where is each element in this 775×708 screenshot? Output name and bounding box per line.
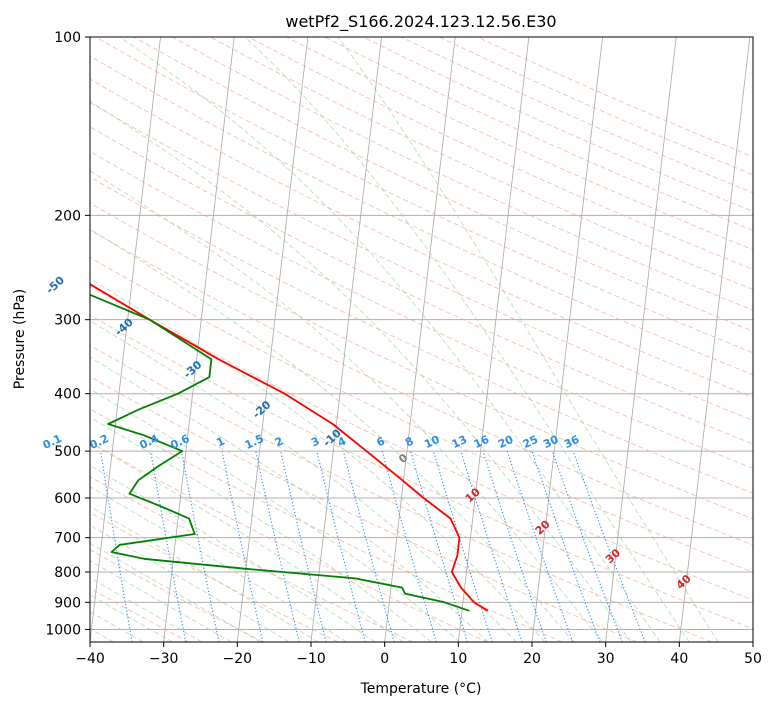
x-tick-label: −20 (223, 651, 253, 667)
moist-adiabat (90, 442, 404, 642)
mixing-ratio-label: 30 (541, 433, 561, 451)
isotherm--30 (163, 37, 235, 642)
dry-adiabat (90, 408, 563, 642)
x-tick-label: −40 (75, 651, 105, 667)
x-tick-label: 50 (744, 651, 762, 667)
x-tick-label: −10 (296, 651, 326, 667)
y-axis-label: Pressure (hPa) (12, 289, 28, 389)
x-axis-label: Temperature (°C) (360, 681, 482, 697)
dry-adiabat (90, 441, 488, 642)
moist-adiabat (119, 37, 661, 642)
y-tick-label: 300 (54, 313, 81, 329)
moist-adiabat (244, 37, 690, 642)
x-tick-label: 10 (449, 651, 467, 667)
moist-adiabat (90, 577, 203, 642)
mixing-ratio-line (460, 450, 523, 642)
moist-adiabat (337, 37, 719, 642)
isotherm--10 (310, 37, 382, 642)
moist-adiabat (90, 170, 603, 642)
y-tick-label: 900 (54, 595, 81, 611)
moist-adiabat (90, 486, 347, 642)
dry-adiabat (90, 587, 190, 642)
y-tick-label: 500 (54, 444, 81, 460)
dry-adiabat (90, 176, 753, 494)
moist-adiabat (90, 524, 290, 642)
mixing-ratio-label: 36 (562, 433, 582, 451)
x-tick-label: 40 (670, 651, 688, 667)
dry-adiabat (90, 376, 638, 642)
dry-adiabat (90, 102, 753, 421)
dry-adiabat (90, 229, 753, 546)
mixing-ratio-label: 20 (496, 433, 516, 451)
temperature-profile (90, 283, 489, 612)
mixing-ratio-label: 13 (450, 433, 469, 451)
mixing-ratio-line (342, 450, 395, 642)
moist-adiabat (90, 100, 632, 642)
x-tick-label: −30 (149, 651, 179, 667)
y-tick-label: 1000 (45, 622, 81, 638)
mixing-ratio-line (316, 450, 366, 642)
mixing-ratio-label: 16 (472, 433, 492, 451)
isotherm-10 (457, 37, 530, 642)
x-tick-label: 0 (380, 651, 389, 667)
mixing-ratio-line (482, 450, 547, 642)
isotherm--20 (236, 37, 309, 642)
chart-title: wetPf2_S166.2024.123.12.56.E30 (285, 12, 556, 32)
mixing-ratio-line (180, 451, 220, 642)
dry-adiabat (90, 78, 753, 398)
dry-adiabat (90, 344, 712, 642)
mixing-ratio-label: 25 (521, 433, 540, 451)
y-tick-label: 400 (54, 387, 81, 403)
profiles (90, 283, 489, 612)
moist-adiabat (90, 465, 376, 642)
y-tick-label: 600 (54, 491, 81, 507)
isotherm-20 (531, 37, 603, 642)
mixing-ratio-line (531, 450, 601, 642)
dewpoint-profile (90, 293, 470, 612)
moist-adiabat (90, 416, 432, 642)
mixing-ratio-line (150, 451, 187, 642)
moist-adiabat (90, 228, 574, 642)
mixing-ratio-line (100, 451, 133, 642)
mixing-ratio-line (551, 450, 623, 642)
plot-frame (89, 36, 754, 643)
x-tick-label: 30 (597, 651, 615, 667)
y-tick-label: 700 (54, 531, 81, 547)
mixing-ratio-line (255, 450, 300, 642)
isotherm-40 (678, 37, 751, 642)
mixing-ratio-line (381, 450, 437, 642)
moist-adiabat (90, 594, 173, 642)
dry-adiabat (90, 126, 753, 445)
mixing-ratio-line (221, 450, 264, 642)
dry-adiabat (90, 314, 753, 630)
y-tick-label: 100 (54, 30, 81, 46)
moist-adiabat (90, 278, 546, 642)
dry-adiabat (90, 476, 414, 642)
isotherm-30 (605, 37, 677, 642)
moist-adiabat (90, 388, 460, 642)
x-axis: −40 −30 −20 −10 0 10 20 30 40 50 (75, 642, 762, 667)
mixing-ratio-line (432, 450, 493, 642)
y-tick-label: 800 (54, 565, 81, 581)
x-tick-label: 20 (523, 651, 541, 667)
isotherm--40 (90, 37, 161, 642)
background-lines (90, 37, 753, 642)
moist-adiabat (90, 505, 319, 642)
dry-adiabat (90, 257, 753, 573)
isotherm-0 (384, 37, 456, 642)
dry-adiabat (90, 549, 264, 642)
dry-adiabat (90, 55, 753, 376)
moist-adiabat (90, 542, 261, 642)
mixing-ratio-line (410, 450, 469, 642)
dry-adiabat (95, 37, 753, 354)
y-tick-label: 200 (54, 208, 81, 224)
mixing-ratio-label: 10 (422, 433, 442, 451)
moist-adiabat (90, 320, 517, 642)
y-axis: 100 200 300 400 500 600 700 800 900 1000 (45, 30, 90, 638)
mixing-ratio-line (280, 450, 327, 642)
moist-adiabat (90, 560, 232, 642)
